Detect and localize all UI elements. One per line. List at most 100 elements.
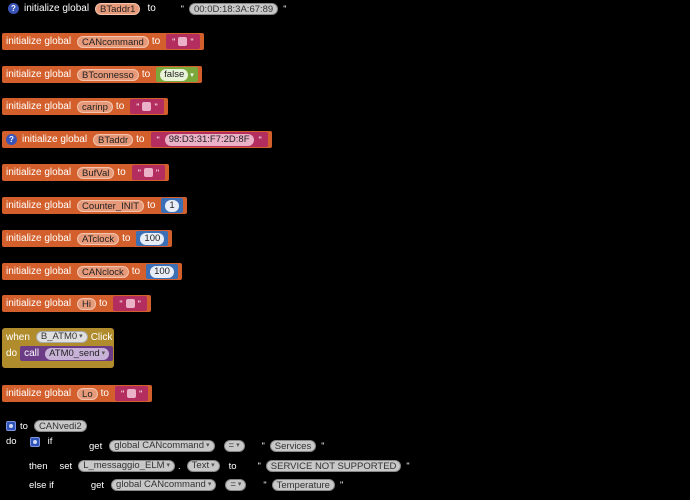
when-b-atm0-click-event-block[interactable]: when B_ATM0 ▾ Click do call ATM0_send ▾	[2, 328, 114, 368]
empty-text-field[interactable]	[125, 299, 135, 308]
quote-close-icon: "	[321, 441, 325, 451]
init-global-hi-block[interactable]: initialize global Hi to " "	[2, 295, 151, 312]
empty-text-block[interactable]: " "	[131, 165, 166, 180]
variable-name-field[interactable]: Hi	[77, 297, 97, 310]
gear-icon[interactable]	[29, 436, 40, 447]
quote-close-icon: "	[406, 461, 410, 471]
quote-open-icon: "	[119, 298, 123, 309]
init-global-btconnesso-block[interactable]: initialize global BTconnesso to false ▾	[2, 66, 202, 83]
init-global-atclock-block[interactable]: initialize global ATclock to 100	[2, 230, 173, 247]
compare-operator-dropdown[interactable]: = ▾	[223, 440, 245, 452]
boolean-block[interactable]: false ▾	[156, 67, 198, 82]
empty-text-block[interactable]: " "	[113, 296, 147, 311]
empty-text-field[interactable]	[127, 389, 137, 398]
chevron-down-icon[interactable]: ▾	[237, 481, 242, 488]
operator-label: =	[228, 440, 235, 451]
empty-text-field[interactable]	[178, 37, 188, 46]
compare-operator-dropdown[interactable]: = ▾	[225, 479, 247, 491]
chevron-down-icon[interactable]: ▾	[101, 349, 106, 357]
chevron-down-icon[interactable]: ▾	[190, 71, 194, 79]
to-keyword: to	[147, 200, 156, 211]
set-property-dropdown[interactable]: Text ▾	[186, 460, 220, 472]
init-global-cancommand-block[interactable]: initialize global CANcommand to " "	[2, 33, 204, 50]
variable-name-field[interactable]: BTconnesso	[77, 68, 139, 81]
to-keyword: to	[141, 69, 151, 80]
else-if-row: else if get global CANcommand ▾ = ▾ " Te…	[29, 479, 345, 491]
empty-text-block[interactable]: " "	[166, 34, 200, 49]
number-value-field[interactable]: 100	[150, 265, 174, 278]
init-global-canclock-block[interactable]: initialize global CANclock to 100	[2, 263, 182, 280]
if-condition-compare-block[interactable]: get global CANcommand ▾ = ▾ " Services "	[89, 440, 326, 452]
quote-close-icon: "	[190, 36, 194, 47]
text-block[interactable]: " 98:D3:31:F7:2D:8F "	[150, 132, 268, 147]
procedure-header[interactable]: to CANvedi2	[6, 420, 90, 432]
variable-name-field[interactable]: BTaddr	[93, 133, 134, 146]
chevron-down-icon[interactable]: ▾	[236, 442, 240, 449]
procedure-name-field[interactable]: CANvedi2	[33, 420, 87, 432]
help-question-icon[interactable]: ?	[8, 3, 19, 14]
quote-close-icon: "	[283, 3, 287, 14]
text-value-field[interactable]: 98:D3:31:F7:2D:8F	[164, 133, 254, 146]
variable-name-field[interactable]: ATclock	[77, 232, 120, 245]
number-block[interactable]: 100	[136, 231, 169, 246]
component-name: B_ATM0	[40, 331, 78, 342]
get-keyword: get	[90, 479, 105, 491]
init-global-btaddr-block[interactable]: ? initialize global BTaddr to " 98:D3:31…	[2, 131, 272, 148]
chevron-down-icon[interactable]: ▾	[211, 462, 215, 469]
empty-text-field[interactable]	[143, 168, 153, 177]
init-global-counter-init-block[interactable]: initialize global Counter_INIT to 1	[2, 197, 187, 214]
empty-text-block[interactable]: " "	[114, 386, 149, 401]
get-variable-dropdown[interactable]: global CANcommand ▾	[111, 479, 217, 491]
text-value-field[interactable]: Temperature	[271, 479, 335, 491]
gear-icon[interactable]	[6, 421, 16, 431]
init-global-bufval-block[interactable]: initialize global BufVal to " "	[2, 164, 170, 181]
variable-name: global CANcommand	[116, 479, 206, 490]
chevron-down-icon[interactable]: ▾	[79, 333, 83, 340]
quote-open-icon: "	[172, 36, 176, 47]
variable-name-field[interactable]: carinp	[77, 100, 113, 113]
init-global-carinp-block[interactable]: initialize global carinp to " "	[2, 98, 168, 115]
text-value-field[interactable]: SERVICE NOT SUPPORTED	[265, 460, 402, 472]
empty-text-field[interactable]	[142, 102, 152, 111]
init-global-keyword: initialize global	[24, 3, 90, 14]
number-value-field[interactable]: 1	[165, 199, 179, 212]
quote-close-icon: "	[139, 388, 143, 399]
get-variable-dropdown[interactable]: global CANcommand ▾	[109, 440, 215, 452]
variable-name-field[interactable]: CANclock	[77, 265, 129, 278]
component-name: L_messaggio_ELM	[83, 460, 165, 471]
quote-open-icon: "	[137, 167, 141, 178]
procedure-name: ATM0_send	[49, 347, 100, 359]
text-value-field[interactable]: 00:0D:18:3A:67:89	[188, 2, 279, 15]
procedure-dropdown[interactable]: ATM0_send ▾	[45, 347, 110, 360]
number-block[interactable]: 1	[161, 198, 183, 213]
quote-open-icon: "	[136, 101, 140, 112]
help-question-icon[interactable]: ?	[6, 134, 17, 145]
set-component-dropdown[interactable]: L_messaggio_ELM ▾	[78, 460, 176, 472]
init-global-keyword: initialize global	[6, 233, 72, 244]
variable-name-field[interactable]: Counter_INIT	[77, 199, 145, 212]
init-global-keyword: initialize global	[6, 266, 72, 277]
get-keyword: get	[89, 440, 103, 452]
chevron-down-icon[interactable]: ▾	[207, 481, 212, 488]
variable-name-field[interactable]: Lo	[77, 387, 98, 400]
to-keyword: to	[100, 388, 109, 399]
number-block[interactable]: 100	[146, 264, 178, 279]
call-atm0-send-block[interactable]: call ATM0_send ▾	[20, 346, 114, 361]
number-value-field[interactable]: 100	[140, 232, 165, 245]
quote-open-icon: "	[180, 3, 184, 14]
boolean-value-field[interactable]: false	[160, 68, 189, 81]
empty-text-block[interactable]: " "	[130, 99, 164, 114]
variable-name-field[interactable]: BTaddr1	[95, 2, 141, 15]
quote-open-icon: "	[263, 480, 267, 490]
chevron-down-icon[interactable]: ▾	[166, 462, 171, 469]
init-global-btaddr1-block[interactable]: ? initialize global BTaddr1 to " 00:0D:1…	[4, 0, 292, 17]
variable-name-field[interactable]: CANcommand	[77, 35, 149, 48]
init-global-lo-block[interactable]: initialize global Lo to " "	[2, 385, 153, 402]
component-dropdown[interactable]: B_ATM0 ▾	[35, 331, 88, 343]
chevron-down-icon[interactable]: ▾	[205, 442, 210, 449]
variable-name-field[interactable]: BufVal	[77, 166, 115, 179]
text-value-field[interactable]: Services	[269, 440, 317, 452]
quote-close-icon: "	[339, 480, 344, 490]
init-global-keyword: initialize global	[6, 200, 72, 211]
quote-close-icon: "	[154, 101, 158, 112]
